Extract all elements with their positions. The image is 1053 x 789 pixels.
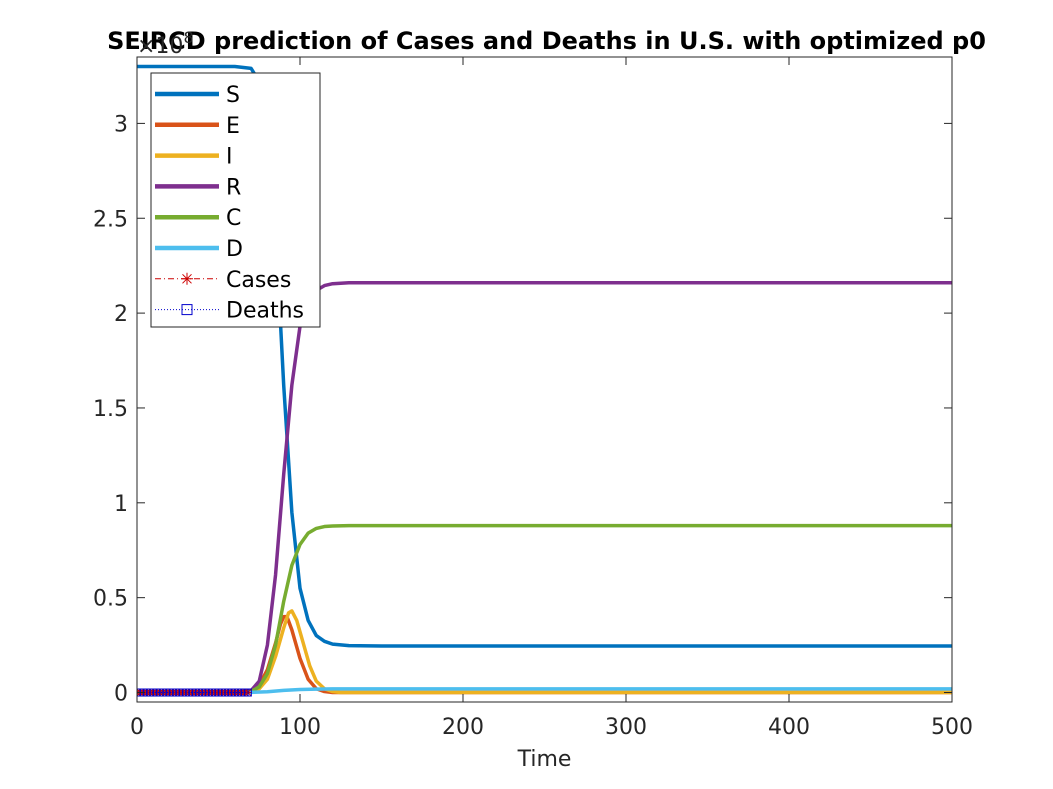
- x-tick-label: 0: [130, 715, 144, 740]
- y-tick-label: 2: [114, 302, 128, 327]
- legend-label: D: [226, 237, 243, 262]
- y-tick-label: 3: [114, 112, 128, 137]
- deaths-marker: [243, 688, 252, 697]
- legend-entry-e: E: [155, 114, 240, 139]
- x-tick-label: 300: [605, 715, 647, 740]
- axes-layer: 0 100 200 300 400 500 0 0.5 1 1.5 2 2.5 3: [93, 56, 973, 740]
- legend-label: S: [226, 83, 240, 108]
- x-tick-label: 100: [279, 715, 321, 740]
- chart-title: SEIRCD prediction of Cases and Deaths in…: [107, 27, 986, 55]
- y-tick-label: 0.5: [93, 587, 128, 612]
- legend-entry-i: I: [155, 145, 233, 170]
- legend-label: Cases: [226, 268, 291, 293]
- y-exponent-base: ×10: [137, 34, 183, 59]
- legend-label: E: [226, 114, 240, 139]
- legend-entry-cases: Cases: [155, 268, 291, 293]
- axes-box: [136, 56, 953, 703]
- x-tick-label: 400: [768, 715, 810, 740]
- legend-label: R: [226, 175, 241, 200]
- legend-entry-d: D: [155, 237, 243, 262]
- legend-marker-square: [181, 304, 193, 316]
- legend-marker-star: [181, 272, 193, 285]
- legend-entry-c: C: [155, 206, 241, 231]
- legend-label: Deaths: [226, 299, 304, 324]
- y-tick-label: 1.5: [93, 397, 128, 422]
- y-exponent-power: 8: [183, 28, 193, 47]
- x-axis-label: Time: [517, 747, 572, 772]
- legend-entry-r: R: [155, 175, 241, 200]
- x-tick-label: 200: [442, 715, 484, 740]
- legend-entry-deaths: Deaths: [155, 299, 304, 324]
- y-tick-label: 1: [114, 492, 128, 517]
- legend-box: [150, 72, 321, 328]
- y-tick-label: 2.5: [93, 207, 128, 232]
- legend-label: I: [226, 145, 233, 170]
- x-tick-label: 500: [931, 715, 973, 740]
- legend-label: C: [226, 206, 241, 231]
- y-tick-label: 0: [114, 682, 128, 707]
- legend-entry-s: S: [155, 83, 240, 108]
- series-line-C: [137, 523, 952, 695]
- legend: SEIRCD Cases Deaths: [150, 72, 321, 328]
- y-axis-exponent: ×108: [137, 28, 194, 59]
